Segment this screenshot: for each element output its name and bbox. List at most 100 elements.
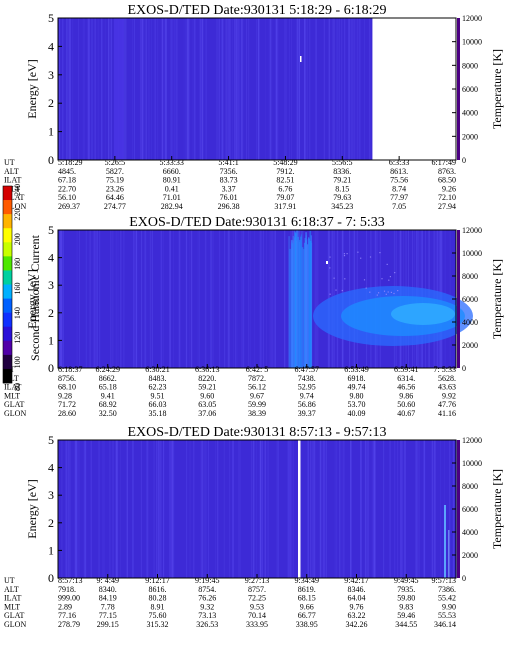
texture-streak [61, 230, 63, 368]
texture-streak [183, 18, 185, 160]
y-axis-label: Energy [eV] [25, 269, 39, 328]
y2-tick-label: 2000 [462, 132, 478, 141]
texture-streak [449, 440, 451, 578]
texture-streak [140, 440, 142, 578]
row-value: 43.63 [438, 383, 456, 392]
texture-streak [59, 18, 61, 160]
row-value: 6:18:37 [58, 365, 82, 374]
texture-streak [284, 230, 286, 368]
texture-streak [298, 18, 301, 160]
texture-streak [238, 18, 240, 160]
texture-streak [259, 230, 261, 368]
temperature-strip [457, 230, 460, 368]
colorbar-label: Second Harmonic Current [28, 234, 42, 361]
row-value: 83.73 [220, 176, 238, 185]
colorbar-swatch [3, 256, 12, 271]
scatter-dot [333, 277, 335, 279]
texture-streak [125, 18, 127, 160]
texture-streak [456, 440, 458, 578]
texture-streak [256, 18, 258, 160]
colorbar-tick-label: 100 [13, 356, 22, 368]
scatter-dot [329, 293, 331, 295]
row-value: 7.05 [392, 202, 406, 211]
row-value: 278.79 [58, 620, 80, 629]
texture-streak [187, 18, 188, 160]
row-value: 32.50 [99, 409, 117, 418]
texture-streak [246, 18, 248, 160]
row-value: 4845. [58, 167, 76, 176]
temperature-strip [457, 440, 460, 578]
texture-streak [368, 18, 371, 160]
texture-streak [394, 440, 396, 578]
texture-streak [200, 440, 202, 578]
texture-streak [348, 18, 350, 160]
texture-streak [205, 18, 207, 160]
row-value: 6:30:21 [145, 365, 169, 374]
scatter-dot [369, 256, 372, 258]
texture-streak [348, 18, 350, 160]
row-value: 8483. [149, 374, 167, 383]
texture-streak [350, 440, 351, 578]
scatter-dot [386, 263, 388, 265]
texture-streak [99, 230, 101, 368]
row-value: 6:36:13 [195, 365, 219, 374]
row-value: 8757. [248, 585, 266, 594]
texture-streak [221, 18, 223, 160]
texture-streak [170, 18, 172, 160]
row-value: 7386. [438, 585, 456, 594]
texture-streak [165, 18, 167, 160]
row-value: 7356. [220, 167, 238, 176]
row-value: 344.55 [395, 620, 417, 629]
texture-streak [112, 440, 114, 578]
y2-tick-label: 2000 [462, 551, 478, 560]
row-value: 77.16 [58, 611, 76, 620]
row-value: 37.06 [198, 409, 216, 418]
texture-streak [215, 440, 216, 578]
y2-tick-label: 4000 [462, 528, 478, 537]
texture-streak [328, 18, 331, 160]
colorbar-swatch [3, 298, 12, 313]
texture-streak [204, 440, 205, 578]
y2-tick-label: 0 [462, 574, 466, 583]
row-value: 80.28 [149, 594, 167, 603]
scatter-dot [343, 255, 346, 257]
texture-streak [172, 440, 173, 578]
y-tick-label: 3 [48, 278, 54, 292]
texture-streak [343, 440, 345, 578]
texture-streak [203, 18, 204, 160]
row-value: 8336. [333, 167, 351, 176]
texture-streak [85, 230, 87, 368]
row-value: 71.01 [163, 193, 181, 202]
texture-streak [204, 230, 207, 368]
row-value: 299.15 [97, 620, 119, 629]
colorbar-swatch [3, 354, 12, 370]
texture-streak [157, 440, 160, 578]
event-streak [309, 240, 312, 368]
panel-2: EXOS-D/TED Date:930131 6:18:37 - 7: 5:33… [4, 215, 504, 418]
texture-streak [91, 18, 93, 160]
row-value: 8.15 [335, 184, 349, 193]
texture-streak [193, 440, 195, 578]
scatter-dot [363, 279, 366, 281]
y2-tick-label: 6000 [462, 85, 478, 94]
texture-streak [374, 440, 376, 578]
texture-streak [164, 18, 166, 160]
y-tick-label: 1 [48, 125, 54, 139]
row-value: 35.18 [149, 409, 167, 418]
row-value: 9:19:45 [195, 576, 219, 585]
y-axis-label: Energy [eV] [25, 479, 39, 538]
texture-streak [205, 18, 207, 160]
texture-streak [241, 18, 243, 160]
texture-streak [227, 230, 229, 368]
row-value: 9.80 [350, 391, 364, 400]
texture-streak [189, 18, 190, 160]
event-streak [294, 230, 296, 368]
row-value: 9:57:13 [432, 576, 456, 585]
panel-3: EXOS-D/TED Date:930131 8:57:13 - 9:57:13… [4, 425, 504, 629]
row-value: 9:49:45 [394, 576, 418, 585]
texture-streak [74, 440, 77, 578]
row-label: UT [4, 158, 15, 167]
texture-streak [402, 440, 404, 578]
event-streak [303, 249, 305, 368]
texture-streak [115, 230, 117, 368]
